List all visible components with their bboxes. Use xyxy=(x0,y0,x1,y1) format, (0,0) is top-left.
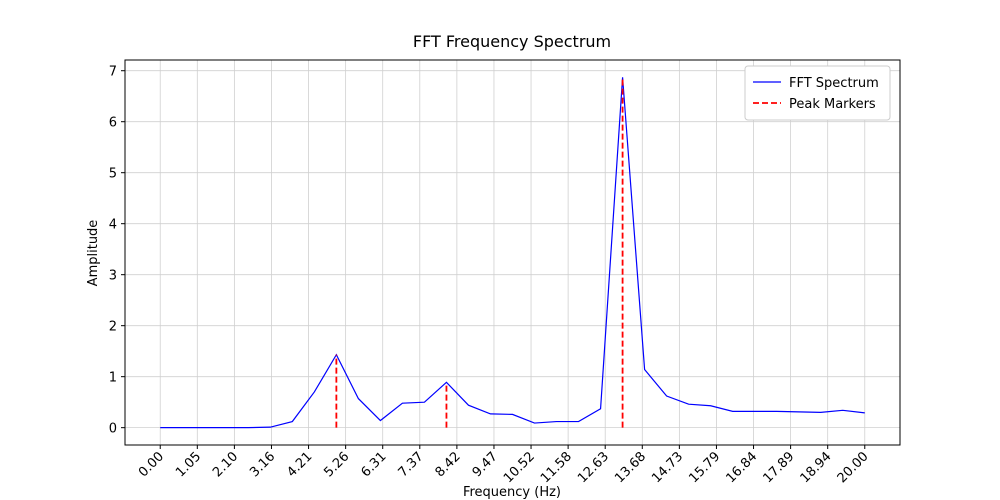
x-tick-label: 4.21 xyxy=(284,449,315,480)
x-tick-label: 13.68 xyxy=(612,449,649,486)
y-axis-label: Amplitude xyxy=(86,220,101,287)
legend-label: FFT Spectrum xyxy=(789,76,879,91)
x-tick-label: 12.63 xyxy=(575,449,612,486)
y-tick-label: 1 xyxy=(109,371,117,386)
x-tick-label: 11.58 xyxy=(538,449,575,486)
x-tick-label: 2.10 xyxy=(210,449,241,480)
x-tick-label: 1.05 xyxy=(173,449,204,480)
x-tick-label: 8.42 xyxy=(433,449,464,480)
x-tick-label: 10.52 xyxy=(501,449,538,486)
x-tick-label: 20.00 xyxy=(835,449,872,486)
legend-box xyxy=(744,65,891,121)
x-tick-label: 9.47 xyxy=(470,449,501,480)
x-tick-label: 14.73 xyxy=(649,449,686,486)
x-tick-label: 16.84 xyxy=(723,449,760,486)
chart-title: FFT Frequency Spectrum xyxy=(413,32,611,51)
x-tick-label: 5.26 xyxy=(321,449,352,480)
x-tick-label: 7.37 xyxy=(396,449,427,480)
spectrum-line xyxy=(160,77,865,429)
x-tick-label: 18.94 xyxy=(798,449,835,486)
legend-label: Peak Markers xyxy=(789,97,876,112)
y-tick-label: 7 xyxy=(109,65,117,80)
y-tick-label: 0 xyxy=(109,422,117,437)
y-tick-label: 4 xyxy=(109,218,117,233)
x-tick-label: 6.31 xyxy=(358,449,389,480)
y-tick-label: 6 xyxy=(109,116,117,131)
y-tick-label: 2 xyxy=(109,320,117,335)
x-tick-label: 0.00 xyxy=(136,449,167,480)
y-tick-label: 3 xyxy=(109,269,117,284)
y-tick-label: 5 xyxy=(109,167,117,182)
x-axis-label: Frequency (Hz) xyxy=(463,485,561,500)
x-tick-label: 15.79 xyxy=(686,449,723,486)
x-tick-label: 3.16 xyxy=(247,449,278,480)
x-tick-label: 17.89 xyxy=(761,449,798,486)
plot-frame xyxy=(124,59,901,446)
